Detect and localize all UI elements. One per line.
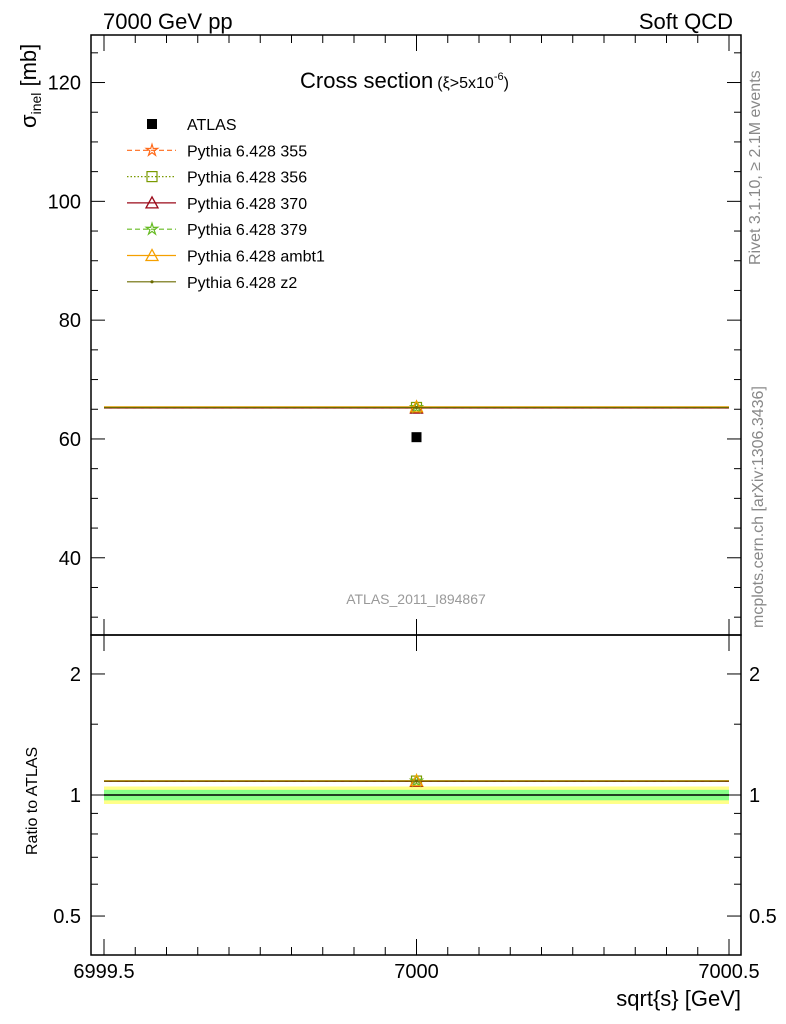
ratio-y-tick-label-right: 1 (749, 785, 760, 807)
legend-label: Pythia 6.428 379 (187, 222, 307, 239)
legend-marker (144, 142, 160, 157)
series-marker (409, 399, 424, 413)
ratio-series (104, 773, 729, 788)
x-tick-label: 7000.5 (698, 961, 759, 983)
main-panel: 40 60 80 100 120 Cross section (ξ>5x10-6) σin… (16, 34, 742, 636)
data-point (411, 432, 422, 443)
ratio-uncertainty-band (104, 786, 729, 804)
collision-energy-label: 7000 GeV pp (103, 9, 233, 34)
chart-title-cut: (ξ>5x10 (437, 75, 494, 92)
legend: ATLAS Pythia 6.428 355 Pythia 6.428 356 Pyt… (127, 117, 325, 292)
series-marker (414, 405, 419, 410)
rivet-label: Rivet 3.1.10, ≥ 2.1M events (747, 70, 764, 265)
legend-label: Pythia 6.428 355 (187, 143, 307, 160)
main-y-tick-label: 80 (59, 310, 81, 332)
legend-marker (144, 221, 160, 236)
main-y-tick-label: 60 (59, 429, 81, 451)
main-y-tick-label: 120 (48, 73, 81, 95)
chart-title: Cross section (ξ>5x10-6) (300, 68, 509, 93)
y-label-symbol: σ (16, 114, 41, 128)
main-series (104, 399, 729, 443)
ratio-y-tick-label-right: 0.5 (749, 906, 777, 928)
legend-marker (146, 171, 158, 183)
ratio-y-tick-label: 2 (70, 664, 81, 686)
chart-title-cut-exponent: -6 (494, 71, 504, 83)
ratio-series-marker (408, 773, 425, 788)
series-marker (408, 399, 425, 414)
legend-marker (144, 248, 160, 262)
main-y-axis-label: σinel [mb] (16, 44, 44, 128)
ratio-y-tick-label: 1 (70, 785, 81, 807)
legend-marker (144, 195, 160, 209)
legend-marker (150, 280, 154, 284)
legend-label: Pythia 6.428 356 (187, 170, 307, 187)
ratio-panel: 0.5 0.5 1 1 2 2 Ratio to ATLAS (24, 634, 777, 956)
legend-label: Pythia 6.428 z2 (187, 275, 297, 292)
ratio-y-ticks: 0.5 0.5 1 1 2 2 (53, 634, 777, 928)
x-tick-label: 7000 (394, 961, 439, 983)
x-axis-label: sqrt{s} [GeV] (616, 986, 741, 1011)
y-label-unit: [mb] (16, 44, 41, 93)
ratio-y-axis-label: Ratio to ATLAS (24, 747, 41, 855)
mcplots-label: mcplots.cern.ch [arXiv:1306.3436] (750, 386, 767, 628)
main-y-ticks: 40 60 80 100 120 (48, 73, 741, 570)
ratio-y-tick-label-right: 2 (749, 664, 760, 686)
analysis-id-watermark: ATLAS_2011_I894867 (346, 591, 486, 607)
x-tick-label: 6999.5 (73, 961, 134, 983)
y-label-subscript: inel (28, 93, 44, 115)
ratio-y-tick-label: 0.5 (53, 906, 81, 928)
main-y-tick-label: 40 (59, 548, 81, 570)
legend-marker (147, 119, 157, 129)
legend-label: Pythia 6.428 370 (187, 196, 307, 213)
main-minor-ticks (91, 52, 741, 618)
ratio-series-marker (409, 773, 424, 787)
ratio-series-marker (414, 779, 419, 783)
chart-title-cut-close: ) (504, 75, 509, 92)
legend-label: Pythia 6.428 ambt1 (187, 249, 325, 266)
main-y-tick-label: 100 (48, 191, 81, 213)
x-ticks: 6999.5 7000 7000.5 (73, 35, 760, 983)
legend-label: ATLAS (187, 117, 237, 134)
chart-title-main: Cross section (300, 68, 433, 93)
process-label: Soft QCD (639, 9, 733, 34)
